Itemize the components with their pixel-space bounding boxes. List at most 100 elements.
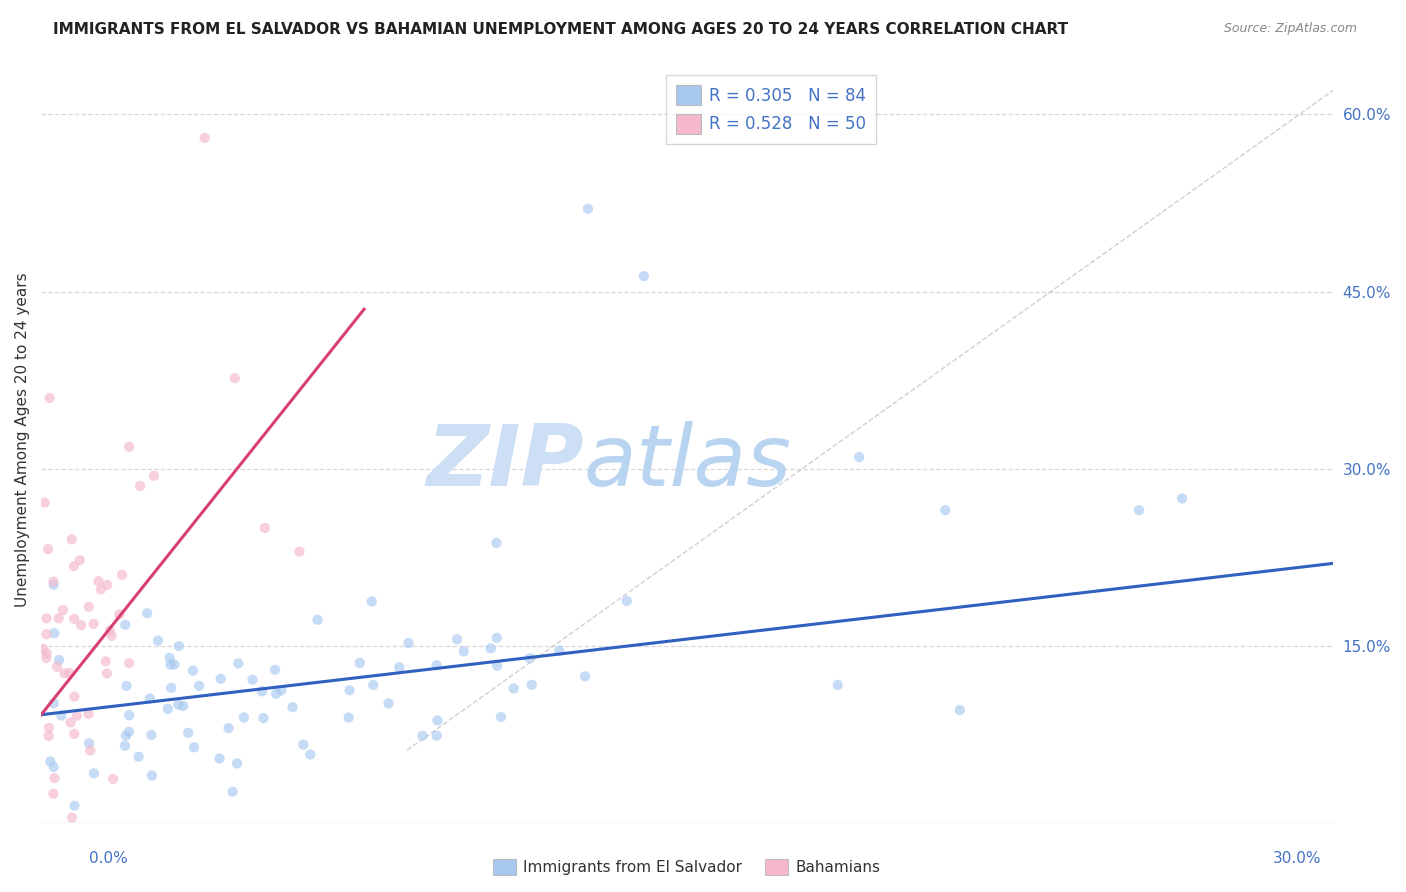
Point (96, 666, 118, 681)
Point (242, 673, 264, 687)
Point (48, 611, 70, 625)
Point (42, 578, 65, 592)
Point (48, 653, 70, 667)
Point (38, 729, 60, 743)
Point (42, 696, 65, 710)
Y-axis label: Unemployment Among Ages 20 to 24 years: Unemployment Among Ages 20 to 24 years (15, 272, 30, 607)
Point (70, 618, 93, 632)
Legend: R = 0.305   N = 84, R = 0.528   N = 50: R = 0.305 N = 84, R = 0.528 N = 50 (665, 75, 876, 144)
Point (44, 626, 66, 640)
Point (288, 544, 311, 558)
Point (118, 724, 141, 739)
Point (69, 553, 91, 567)
Point (264, 687, 287, 701)
Point (633, 269, 655, 284)
Point (60, 533, 83, 547)
Point (349, 656, 371, 670)
Point (136, 607, 159, 621)
Point (183, 740, 205, 755)
Point (226, 657, 249, 671)
Point (38, 721, 60, 735)
Point (226, 756, 249, 771)
Point (270, 683, 292, 698)
Point (77, 736, 100, 750)
Point (39, 755, 62, 769)
Point (188, 679, 211, 693)
Point (128, 749, 150, 764)
Point (360, 594, 382, 608)
Point (172, 698, 194, 713)
Point (292, 738, 315, 752)
Point (96, 578, 118, 592)
Point (426, 714, 449, 728)
Point (479, 641, 502, 656)
Point (159, 650, 181, 665)
Point (101, 772, 124, 786)
Point (66, 708, 89, 723)
Point (59, 715, 82, 730)
Point (98, 624, 121, 638)
Point (485, 631, 508, 645)
Point (32, 641, 55, 656)
Point (34, 495, 56, 509)
Point (574, 669, 596, 683)
Point (141, 768, 163, 782)
Text: 0.0%: 0.0% (89, 851, 128, 865)
Point (177, 726, 200, 740)
Point (141, 728, 163, 742)
Point (111, 567, 134, 582)
Point (361, 678, 384, 692)
Point (398, 636, 420, 650)
Point (35, 646, 58, 660)
Text: ZIP: ZIP (426, 421, 583, 504)
Point (129, 479, 152, 493)
Point (108, 607, 131, 622)
Point (46, 660, 69, 674)
Point (264, 663, 287, 677)
Point (299, 747, 322, 762)
Point (87, 574, 110, 589)
Point (156, 702, 179, 716)
Point (77, 706, 100, 721)
Point (281, 700, 304, 714)
Point (53, 666, 76, 681)
Point (337, 710, 360, 724)
Point (502, 681, 524, 696)
Point (426, 658, 449, 673)
Point (949, 703, 972, 717)
Point (159, 657, 181, 672)
Point (194, 131, 217, 145)
Point (139, 691, 162, 706)
Point (307, 613, 329, 627)
Point (118, 440, 141, 454)
Point (224, 371, 246, 385)
Point (52, 603, 75, 617)
Point (934, 503, 956, 517)
Point (42, 574, 65, 589)
Point (94, 654, 117, 668)
Point (83, 616, 105, 631)
Point (411, 729, 433, 743)
Point (90, 582, 112, 597)
Point (485, 536, 508, 550)
Point (377, 697, 399, 711)
Point (44, 771, 66, 785)
Point (63, 559, 86, 574)
Point (167, 639, 190, 653)
Point (486, 658, 509, 673)
Point (827, 678, 849, 692)
Point (576, 202, 599, 216)
Point (146, 633, 169, 648)
Point (426, 729, 449, 743)
Point (250, 684, 273, 698)
Text: atlas: atlas (583, 421, 792, 504)
Point (79, 743, 101, 757)
Point (548, 643, 571, 657)
Point (63, 798, 86, 813)
Text: Source: ZipAtlas.com: Source: ZipAtlas.com (1223, 22, 1357, 36)
Point (63, 612, 86, 626)
Point (118, 708, 141, 723)
Point (167, 698, 190, 712)
Point (209, 672, 232, 686)
Point (100, 629, 122, 643)
